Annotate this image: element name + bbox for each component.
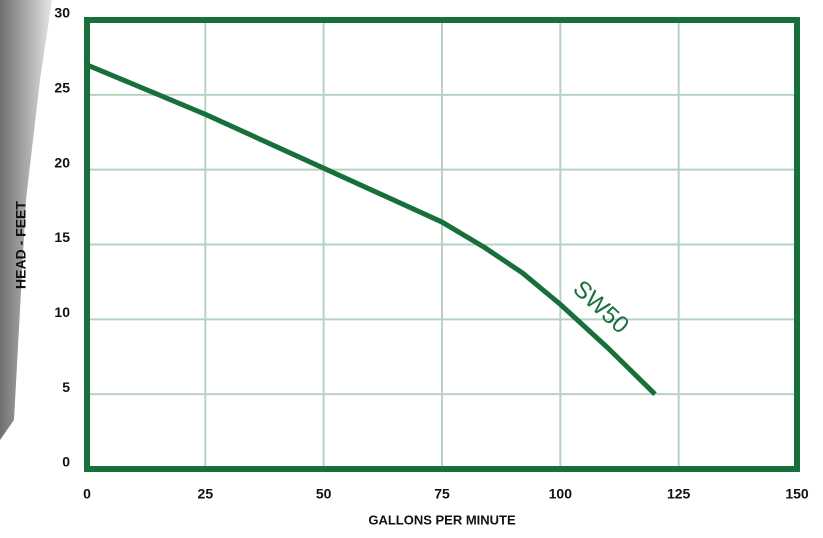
x-tick-label: 50 <box>316 486 332 502</box>
series-line <box>86 62 657 396</box>
y-tick-label: 5 <box>62 379 70 395</box>
x-tick-label: 0 <box>83 486 91 502</box>
grid <box>86 19 798 470</box>
y-tick-label: 0 <box>62 454 70 470</box>
y-tick-label: 20 <box>54 154 70 170</box>
y-axis-label: HEAD - FEET <box>13 201 29 289</box>
x-tick-label: 75 <box>434 486 450 502</box>
series-label: SW50 <box>568 275 634 339</box>
y-tick-label: 30 <box>54 5 70 21</box>
plot-frame <box>84 17 800 472</box>
marks: SW50 <box>86 62 657 396</box>
x-axis-label: GALLONS PER MINUTE <box>368 512 516 527</box>
x-tick-label: 125 <box>667 486 691 502</box>
x-tick-label: 25 <box>198 486 214 502</box>
y-tick-label: 15 <box>54 229 70 245</box>
y-tick-label: 25 <box>54 80 70 96</box>
y-tick-label: 10 <box>54 304 70 320</box>
x-tick-label: 100 <box>549 486 573 502</box>
x-tick-label: 150 <box>785 486 809 502</box>
pump-image <box>0 0 52 440</box>
